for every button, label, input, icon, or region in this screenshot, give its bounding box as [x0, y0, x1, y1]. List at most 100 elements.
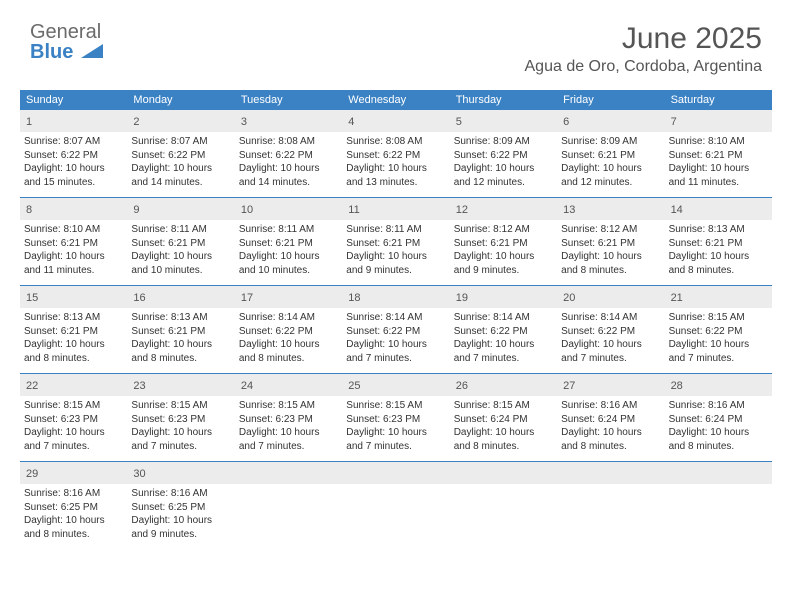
- daylight-line: Daylight: 10 hours: [131, 250, 230, 264]
- daynum-row: 27: [557, 374, 664, 396]
- sunset-line: Sunset: 6:23 PM: [239, 413, 338, 427]
- day-number: 10: [241, 204, 253, 216]
- day-cell: 19Sunrise: 8:14 AMSunset: 6:22 PMDayligh…: [450, 286, 557, 373]
- sunset-line: Sunset: 6:21 PM: [669, 149, 768, 163]
- daylight-line: Daylight: 10 hours: [561, 250, 660, 264]
- day-number: 7: [671, 116, 677, 128]
- day-number: 14: [671, 204, 683, 216]
- brand-triangle-icon: [81, 42, 103, 62]
- sunrise-line: Sunrise: 8:14 AM: [454, 311, 553, 325]
- day-cell: [235, 462, 342, 549]
- daynum-row: 28: [665, 374, 772, 396]
- daylight-line: Daylight: 10 hours: [131, 338, 230, 352]
- day-cell: 21Sunrise: 8:15 AMSunset: 6:22 PMDayligh…: [665, 286, 772, 373]
- sunrise-line: Sunrise: 8:14 AM: [346, 311, 445, 325]
- sunset-line: Sunset: 6:22 PM: [131, 149, 230, 163]
- sunrise-line: Sunrise: 8:15 AM: [131, 399, 230, 413]
- daylight-line: and 8 minutes.: [561, 440, 660, 454]
- day-number: 22: [26, 380, 38, 392]
- daylight-line: and 10 minutes.: [239, 264, 338, 278]
- day-number: 2: [133, 116, 139, 128]
- sunrise-line: Sunrise: 8:07 AM: [24, 135, 123, 149]
- sunrise-line: Sunrise: 8:14 AM: [239, 311, 338, 325]
- sunset-line: Sunset: 6:21 PM: [454, 237, 553, 251]
- day-cell: 11Sunrise: 8:11 AMSunset: 6:21 PMDayligh…: [342, 198, 449, 285]
- week-row: 8Sunrise: 8:10 AMSunset: 6:21 PMDaylight…: [20, 198, 772, 286]
- sunset-line: Sunset: 6:24 PM: [454, 413, 553, 427]
- daylight-line: and 12 minutes.: [454, 176, 553, 190]
- sunrise-line: Sunrise: 8:16 AM: [561, 399, 660, 413]
- daylight-line: and 9 minutes.: [131, 528, 230, 542]
- daynum-row: [557, 462, 664, 484]
- day-header-cell: Monday: [127, 90, 234, 110]
- day-cell: [450, 462, 557, 549]
- daynum-row: 19: [450, 286, 557, 308]
- sunrise-line: Sunrise: 8:09 AM: [561, 135, 660, 149]
- sunset-line: Sunset: 6:22 PM: [239, 325, 338, 339]
- daylight-line: Daylight: 10 hours: [346, 426, 445, 440]
- daylight-line: Daylight: 10 hours: [346, 162, 445, 176]
- day-cell: 30Sunrise: 8:16 AMSunset: 6:25 PMDayligh…: [127, 462, 234, 549]
- day-number: 12: [456, 204, 468, 216]
- daylight-line: and 11 minutes.: [669, 176, 768, 190]
- sunset-line: Sunset: 6:21 PM: [131, 237, 230, 251]
- daynum-row: 21: [665, 286, 772, 308]
- daylight-line: Daylight: 10 hours: [131, 426, 230, 440]
- daylight-line: and 8 minutes.: [239, 352, 338, 366]
- day-cell: 7Sunrise: 8:10 AMSunset: 6:21 PMDaylight…: [665, 110, 772, 197]
- day-cell: 10Sunrise: 8:11 AMSunset: 6:21 PMDayligh…: [235, 198, 342, 285]
- daylight-line: and 15 minutes.: [24, 176, 123, 190]
- sunrise-line: Sunrise: 8:13 AM: [131, 311, 230, 325]
- daynum-row: 5: [450, 110, 557, 132]
- day-number: 29: [26, 468, 38, 480]
- daylight-line: and 7 minutes.: [346, 440, 445, 454]
- sunset-line: Sunset: 6:21 PM: [669, 237, 768, 251]
- day-cell: 5Sunrise: 8:09 AMSunset: 6:22 PMDaylight…: [450, 110, 557, 197]
- day-number: 20: [563, 292, 575, 304]
- brand-line1: General: [30, 22, 103, 42]
- daylight-line: Daylight: 10 hours: [561, 162, 660, 176]
- title-block: June 2025 Agua de Oro, Cordoba, Argentin…: [525, 22, 763, 76]
- sunset-line: Sunset: 6:21 PM: [24, 237, 123, 251]
- daynum-row: 22: [20, 374, 127, 396]
- daynum-row: 29: [20, 462, 127, 484]
- day-cell: 1Sunrise: 8:07 AMSunset: 6:22 PMDaylight…: [20, 110, 127, 197]
- sunset-line: Sunset: 6:23 PM: [346, 413, 445, 427]
- day-header-cell: Saturday: [665, 90, 772, 110]
- daylight-line: and 9 minutes.: [346, 264, 445, 278]
- sunrise-line: Sunrise: 8:15 AM: [454, 399, 553, 413]
- daynum-row: [450, 462, 557, 484]
- day-header-row: SundayMondayTuesdayWednesdayThursdayFrid…: [20, 90, 772, 110]
- daynum-row: 13: [557, 198, 664, 220]
- daynum-row: 10: [235, 198, 342, 220]
- day-number: 21: [671, 292, 683, 304]
- sunset-line: Sunset: 6:25 PM: [24, 501, 123, 515]
- sunset-line: Sunset: 6:21 PM: [24, 325, 123, 339]
- day-cell: 9Sunrise: 8:11 AMSunset: 6:21 PMDaylight…: [127, 198, 234, 285]
- daylight-line: and 7 minutes.: [561, 352, 660, 366]
- daynum-row: 23: [127, 374, 234, 396]
- daynum-row: 7: [665, 110, 772, 132]
- day-number: 30: [133, 468, 145, 480]
- daylight-line: Daylight: 10 hours: [239, 250, 338, 264]
- day-cell: 15Sunrise: 8:13 AMSunset: 6:21 PMDayligh…: [20, 286, 127, 373]
- day-number: 19: [456, 292, 468, 304]
- sunrise-line: Sunrise: 8:14 AM: [561, 311, 660, 325]
- daynum-row: 8: [20, 198, 127, 220]
- sunrise-line: Sunrise: 8:15 AM: [346, 399, 445, 413]
- week-row: 1Sunrise: 8:07 AMSunset: 6:22 PMDaylight…: [20, 110, 772, 198]
- sunset-line: Sunset: 6:25 PM: [131, 501, 230, 515]
- daynum-row: 3: [235, 110, 342, 132]
- daylight-line: and 8 minutes.: [669, 440, 768, 454]
- daynum-row: [665, 462, 772, 484]
- day-number: [348, 468, 351, 480]
- daylight-line: and 8 minutes.: [454, 440, 553, 454]
- daylight-line: and 7 minutes.: [239, 440, 338, 454]
- daynum-row: 12: [450, 198, 557, 220]
- sunrise-line: Sunrise: 8:16 AM: [131, 487, 230, 501]
- week-row: 15Sunrise: 8:13 AMSunset: 6:21 PMDayligh…: [20, 286, 772, 374]
- sunrise-line: Sunrise: 8:15 AM: [24, 399, 123, 413]
- month-title: June 2025: [525, 22, 763, 56]
- daylight-line: Daylight: 10 hours: [239, 426, 338, 440]
- daynum-row: 14: [665, 198, 772, 220]
